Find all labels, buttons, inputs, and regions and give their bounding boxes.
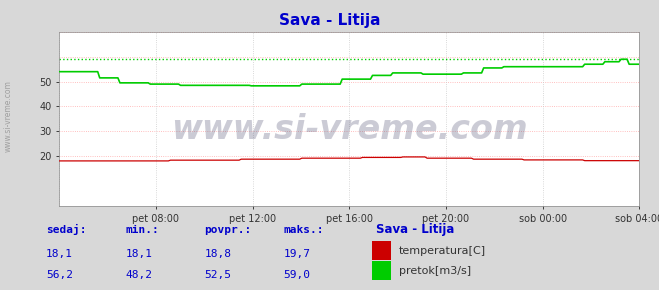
Text: www.si-vreme.com: www.si-vreme.com xyxy=(171,113,528,146)
Text: 18,8: 18,8 xyxy=(204,249,231,259)
Text: 48,2: 48,2 xyxy=(125,270,152,280)
Text: min.:: min.: xyxy=(125,225,159,235)
Text: 18,1: 18,1 xyxy=(125,249,152,259)
Text: povpr.:: povpr.: xyxy=(204,225,252,235)
Text: Sava - Litija: Sava - Litija xyxy=(279,13,380,28)
Text: sedaj:: sedaj: xyxy=(46,224,86,235)
Text: 59,0: 59,0 xyxy=(283,270,310,280)
Text: 56,2: 56,2 xyxy=(46,270,73,280)
Text: 52,5: 52,5 xyxy=(204,270,231,280)
Text: Sava - Litija: Sava - Litija xyxy=(376,224,454,236)
Text: 18,1: 18,1 xyxy=(46,249,73,259)
Text: www.si-vreme.com: www.si-vreme.com xyxy=(3,80,13,152)
Text: temperatura[C]: temperatura[C] xyxy=(399,246,486,256)
Text: pretok[m3/s]: pretok[m3/s] xyxy=(399,266,471,276)
Text: maks.:: maks.: xyxy=(283,225,324,235)
Text: 19,7: 19,7 xyxy=(283,249,310,259)
